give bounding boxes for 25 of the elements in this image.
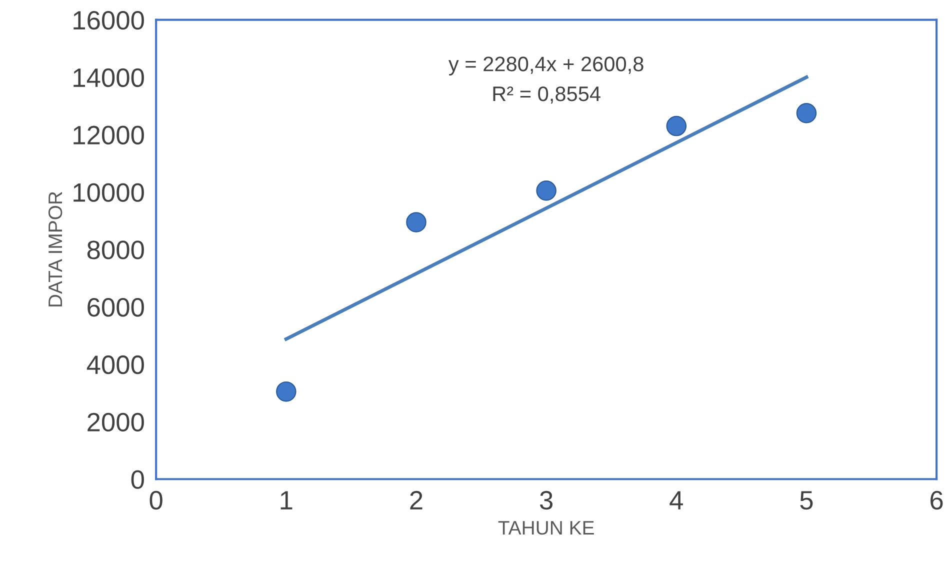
y-tick-label: 8000 [87,240,144,260]
y-tick-label: 4000 [86,355,144,374]
point [796,103,817,124]
point [406,212,426,232]
x-tick-label: 1 [280,491,292,510]
y-axis-title: DATA IMPOR [48,192,62,306]
y-tick-label: 14000 [74,68,144,88]
point [276,381,296,402]
y-tick-label: 0 [131,470,144,489]
x-tick-label: 2 [410,490,422,510]
x-tick-label: 5 [800,491,813,510]
point [536,180,556,201]
annotation: R² = 0,8554 [493,86,600,104]
y-tick-label: 10000 [74,183,144,202]
x-tick-label: 6 [930,490,943,510]
y-tick-label: 2000 [88,412,144,432]
y-tick-label: 6000 [88,298,144,317]
y-tick-label: 16000 [74,10,144,30]
y-tick-label: 12000 [74,126,144,144]
point [666,116,687,136]
x-tick-label: 3 [540,490,552,510]
x-tick-label: 0 [150,490,162,510]
x-axis-title: TAHUN KE [498,521,594,535]
x-tick-label: 4 [670,491,683,510]
annotation: y = 2280,4x + 2600,8 [448,56,644,76]
